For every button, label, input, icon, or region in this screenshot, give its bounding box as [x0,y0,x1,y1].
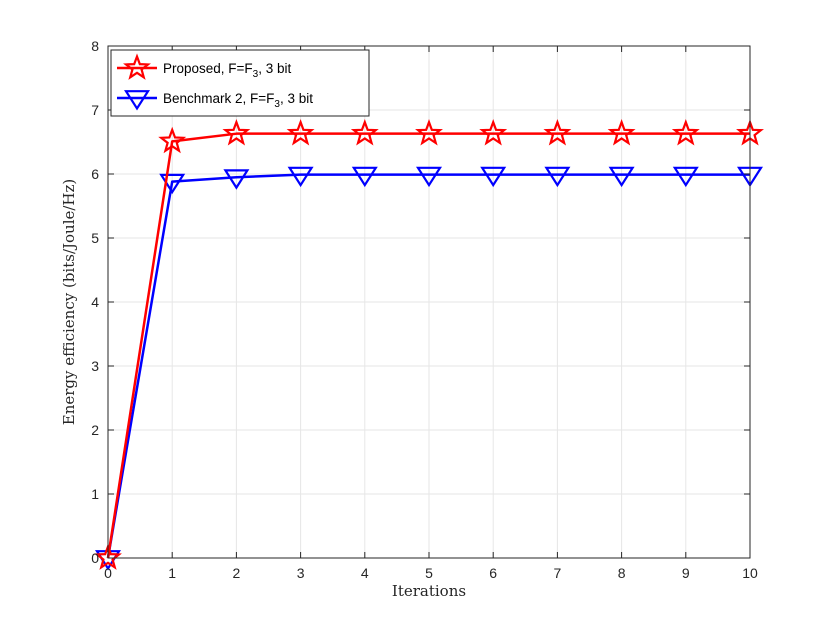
y-tick-label: 3 [91,358,99,374]
legend-label-main: Proposed, F=F [163,61,253,76]
x-tick-label: 1 [168,565,176,581]
y-tick-label: 0 [91,550,99,566]
x-tick-label: 8 [618,565,626,581]
legend-label-tail: , 3 bit [258,61,291,76]
y-tick-label: 7 [91,102,99,118]
data-point-marker [94,543,122,570]
data-point-marker [671,119,700,146]
data-point-marker [607,119,636,146]
y-axis-label: Energy efficiency (bits/Joule/Hz) [60,179,78,426]
y-tick-label: 1 [91,486,99,502]
x-tick-label: 0 [104,565,112,581]
data-point-marker [158,126,187,154]
data-point-marker [415,119,443,146]
ticks: 0 1 2 3 4 5 6 7 8 9 10 0 1 2 3 4 5 6 7 8 [91,38,758,581]
legend-label-tail: , 3 bit [280,91,313,106]
data-point-marker [351,166,378,188]
legend-marker [123,90,151,111]
data-point-marker [287,166,314,188]
y-tick-label: 2 [91,422,99,438]
data-point-marker [223,169,250,190]
y-tick-label: 6 [91,166,99,182]
data-point-marker [350,119,379,146]
data-point-marker [544,166,571,188]
y-tick-label: 8 [91,38,99,54]
x-tick-label: 10 [742,565,758,581]
x-axis-label: Iterations [392,582,466,600]
y-tick-label: 4 [91,294,99,310]
series-line [106,132,750,559]
legend-label-subscript: 3 [253,69,259,80]
legend-label-main: Benchmark 2, F=F [163,91,274,106]
y-tick-label: 5 [91,230,99,246]
x-tick-label: 4 [361,565,369,581]
x-tick-label: 9 [682,565,690,581]
x-tick-label: 2 [233,565,241,581]
data-point-marker [543,119,572,146]
x-tick-label: 5 [425,565,433,581]
data-point-marker [608,166,635,188]
legend-label: Proposed, F=F3, 3 bit [163,61,292,80]
data-point-marker [480,166,507,188]
legend-marker [123,53,151,80]
x-tick-label: 7 [554,565,562,581]
legend-label: Benchmark 2, F=F3, 3 bit [163,91,313,110]
data-point-marker [479,119,508,146]
legend-label-subscript: 3 [274,99,280,110]
data-point-marker [222,119,251,146]
x-tick-label: 6 [489,565,497,581]
data-point-marker [415,166,443,188]
legend-box [110,49,370,117]
data-point-marker [286,119,315,146]
series-line [106,173,750,559]
series-layer [94,119,764,571]
x-tick-label: 3 [297,565,305,581]
data-point-marker [672,166,699,188]
